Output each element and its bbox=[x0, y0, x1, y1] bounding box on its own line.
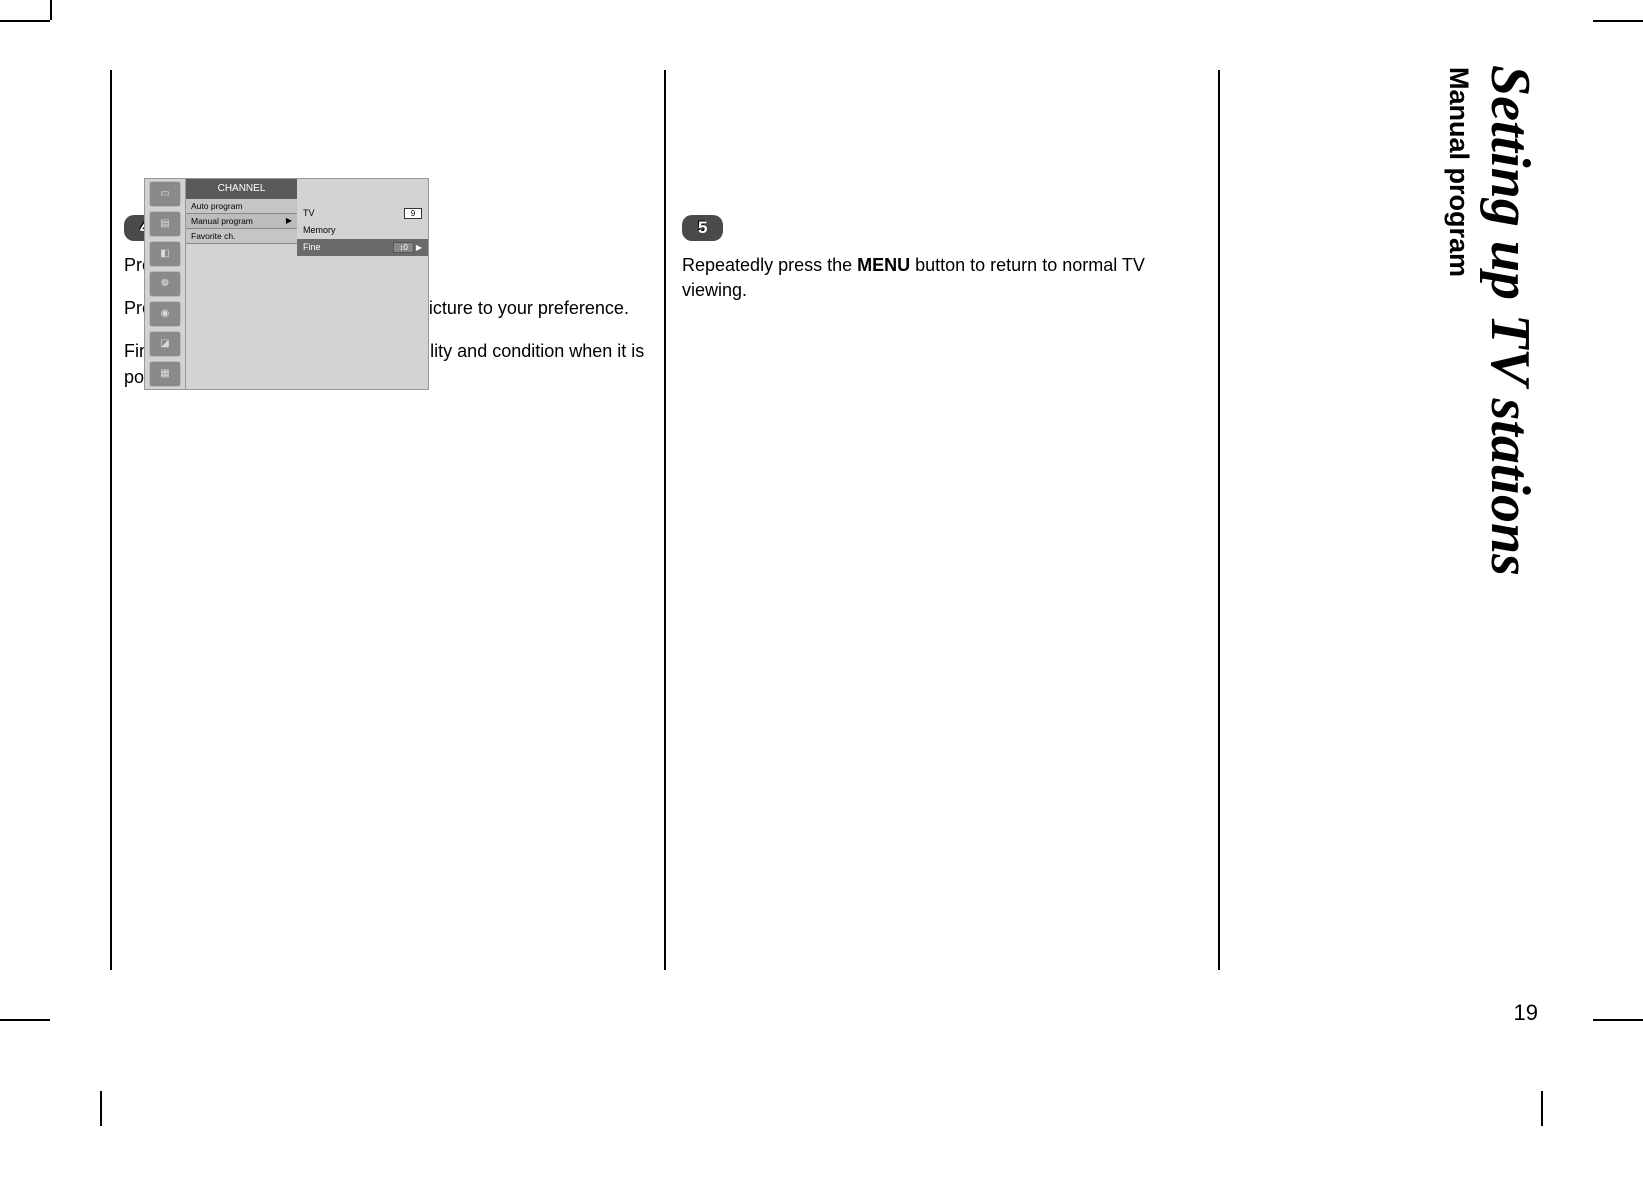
text: Repeatedly press the bbox=[682, 255, 857, 275]
osd-item-auto-program: Auto program bbox=[186, 199, 297, 214]
page-content: 4 Press the ◀ / ▶ button to select Fine.… bbox=[110, 70, 1220, 970]
step-5-column: 5 Repeatedly press the MENU button to re… bbox=[682, 215, 1212, 303]
osd-icon: ◧ bbox=[149, 241, 181, 267]
sidebar-headings: Setting up TV stations Manual program bbox=[1208, 65, 1538, 985]
chapter-subtitle: Manual program bbox=[1443, 67, 1474, 277]
chapter-title: Setting up TV stations bbox=[1482, 65, 1538, 576]
osd-icon: ▭ bbox=[149, 181, 181, 207]
step-badge-5: 5 bbox=[682, 215, 723, 241]
arrow-icon: ▶ bbox=[416, 243, 422, 252]
osd-field-memory: Memory bbox=[297, 222, 428, 239]
column-divider bbox=[110, 70, 112, 970]
osd-field-value: ↕0 bbox=[393, 242, 413, 253]
osd-field-label: TV bbox=[303, 208, 315, 218]
osd-icon: ❁ bbox=[149, 271, 181, 297]
osd-submenu: TV 9 Memory Fine ↕0 ▶ bbox=[297, 179, 428, 389]
osd-icon: ▦ bbox=[149, 361, 181, 387]
page-number: 19 bbox=[1514, 1000, 1538, 1026]
osd-item-favorite-ch: Favorite ch. bbox=[186, 229, 297, 244]
osd-item-manual-program: Manual program ▶ bbox=[186, 214, 297, 229]
osd-field-tv: TV 9 bbox=[297, 205, 428, 222]
osd-field-value: 9 bbox=[404, 208, 422, 219]
osd-icon-strip: ▭ ▤ ◧ ❁ ◉ ◪ ▦ bbox=[145, 179, 185, 389]
osd-icon: ◪ bbox=[149, 331, 181, 357]
osd-field-fine: Fine ↕0 ▶ bbox=[297, 239, 428, 256]
osd-item-label: Manual program bbox=[191, 216, 253, 226]
osd-header: CHANNEL bbox=[186, 179, 297, 199]
osd-menu-list: CHANNEL Auto program Manual program ▶ Fav… bbox=[185, 179, 297, 389]
fine-value: 0 bbox=[403, 243, 407, 252]
osd-icon: ◉ bbox=[149, 301, 181, 327]
submenu-arrow-icon: ▶ bbox=[286, 216, 292, 225]
step-4-column: 4 Press the ◀ / ▶ button to select Fine.… bbox=[124, 215, 654, 390]
osd-item-label: Auto program bbox=[191, 201, 243, 211]
osd-item-label: Favorite ch. bbox=[191, 231, 235, 241]
osd-field-label: Fine bbox=[303, 242, 321, 252]
column-divider bbox=[664, 70, 666, 970]
step-5-text: Repeatedly press the MENU button to retu… bbox=[682, 253, 1212, 303]
osd-field-label: Memory bbox=[303, 225, 336, 235]
osd-icon: ▤ bbox=[149, 211, 181, 237]
tv-osd-menu: ▭ ▤ ◧ ❁ ◉ ◪ ▦ CHANNEL Auto program Manua… bbox=[144, 178, 429, 390]
menu-bold: MENU bbox=[857, 255, 910, 275]
